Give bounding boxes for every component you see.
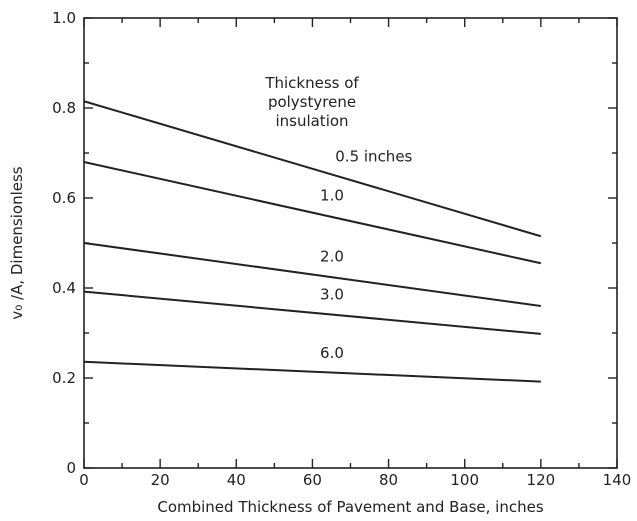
- y-tick-label: 0.8: [52, 99, 76, 117]
- series-line: [83, 100, 542, 238]
- x-tick-label: 20: [151, 471, 170, 489]
- legend-title: Thickness of polystyrene insulation: [264, 74, 359, 130]
- series-line: [83, 161, 542, 265]
- series-labels: 0.5 inches 1.0 2.0 3.0 6.0: [320, 148, 413, 363]
- y-tick-label: 1.0: [52, 9, 76, 27]
- series-lines: [83, 100, 542, 383]
- legend-title-line: insulation: [275, 112, 348, 130]
- legend-title-line: polystyrene: [268, 93, 356, 111]
- x-axis-title: Combined Thickness of Pavement and Base,…: [157, 498, 543, 516]
- series-line: [83, 360, 541, 383]
- axis-tick-labels: 0 20 40 60 80 100 120 140 0 0.2 0.4 0.6 0.8 1.0: [52, 9, 631, 489]
- y-tick-label: 0.2: [52, 369, 76, 387]
- x-tick-label: 100: [450, 471, 479, 489]
- series-label: 0.5 inches: [335, 148, 412, 166]
- x-tick-label: 140: [603, 471, 632, 489]
- series-line: [83, 290, 541, 335]
- legend-title-line: Thickness of: [264, 74, 359, 92]
- y-axis-title: v₀ /A, Dimensionless: [8, 166, 26, 319]
- series-line: [83, 242, 541, 307]
- series-label: 1.0: [320, 186, 344, 204]
- x-tick-label: 0: [79, 471, 89, 489]
- y-tick-label: 0.4: [52, 279, 76, 297]
- series-label: 2.0: [320, 248, 344, 266]
- x-tick-label: 80: [379, 471, 398, 489]
- series-label: 3.0: [320, 285, 344, 303]
- axis-ticks: [83, 17, 618, 469]
- x-tick-label: 120: [527, 471, 556, 489]
- x-tick-label: 60: [303, 471, 322, 489]
- series-label: 6.0: [320, 344, 344, 362]
- y-tick-label: 0: [66, 459, 76, 477]
- y-tick-label: 0.6: [52, 189, 76, 207]
- x-tick-label: 40: [227, 471, 246, 489]
